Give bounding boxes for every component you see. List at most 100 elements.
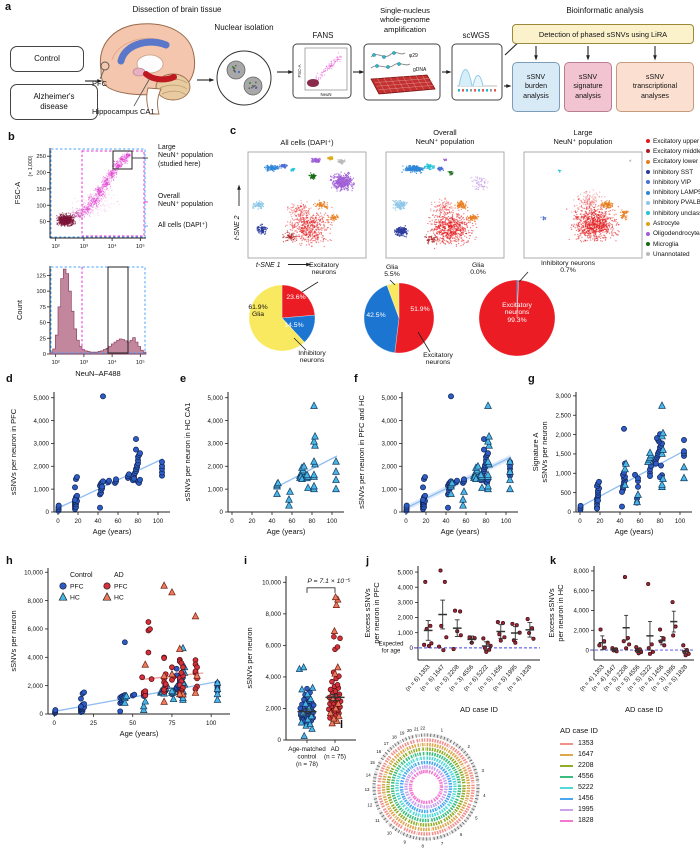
legend-dot-swatch <box>646 190 650 195</box>
ad-case-id-legend-title: AD case ID <box>560 726 598 735</box>
cell-type-legend-item: Inhibitory unclassified <box>646 208 700 218</box>
bioinformatic-title: Bioinformatic analysis <box>566 6 644 15</box>
svg-text:NeuN: NeuN <box>321 92 332 97</box>
panel-g-label: g <box>528 373 535 385</box>
svg-text:10²: 10² <box>51 244 59 250</box>
panel-l-label: l <box>340 719 344 731</box>
cell-type-legend: Excitatory upper Excitatory middle Excitat… <box>646 136 700 260</box>
svg-text:100: 100 <box>36 289 46 295</box>
cell-type-legend-item: Excitatory middle <box>646 146 700 156</box>
ad-case-legend-item: 1456 <box>560 793 598 804</box>
legend-dot-swatch <box>646 159 650 164</box>
hippocampus-label: Hippocampus CA1 <box>92 107 155 116</box>
panel-k-label: k <box>550 555 557 567</box>
panel-i-label: i <box>244 555 248 567</box>
svg-text:10²: 10² <box>51 360 59 366</box>
ad-case-legend-item: 1647 <box>560 749 598 760</box>
svg-text:Count: Count <box>15 299 24 320</box>
alzheimers-box: Alzheimer's disease <box>10 84 98 120</box>
panel-a-label: a <box>5 1 12 13</box>
legend-line-swatch <box>560 786 573 789</box>
cell-type-legend-item: Inhibitory LAMP5 <box>646 187 700 197</box>
cell-composition-pies <box>232 268 700 379</box>
fans-label: FANS <box>312 31 334 40</box>
panel-f-chart: 0 20 40 60 80 100 0 1,000 2,000 3,000 4,000 5,000 Ag… <box>356 378 526 559</box>
gate-label-all-cells: All cells (DAPI⁺) <box>158 222 208 229</box>
circos-plot: 1 2 3 4 5 6 7 8 9 10 11 12 13 14 15 16 17 18 19 20 21 22 <box>352 720 512 856</box>
legend-dot-swatch <box>646 252 650 257</box>
svg-text:250: 250 <box>36 154 46 160</box>
panel-h-label: h <box>6 555 13 567</box>
cell-type-legend-item: Oligodendrocyte/OPC <box>646 229 700 239</box>
pie-label: Inhibitory neurons <box>298 350 326 365</box>
panel-i-chart: 0 2,000 4,000 6,000 8,000 10,000 sSNVs per neu… <box>244 560 362 799</box>
panel-e-chart: 0 20 40 60 80 100 0 1,000 2,000 3,000 4,000 5,000 Ag… <box>182 378 352 559</box>
pie-label: 51.9% <box>410 306 430 313</box>
legend-dot-swatch <box>646 180 650 185</box>
legend-dot-swatch <box>646 211 650 216</box>
pie-label: 61.9% Glia <box>248 304 268 319</box>
pie-label: Excitatory neurons <box>423 352 453 367</box>
scwgs-label: scWGS <box>462 31 490 40</box>
pie-label: Inhibitory neurons 0.7% <box>540 260 596 275</box>
legend-dot-swatch <box>646 200 650 205</box>
svg-text:(× 1,000): (× 1,000) <box>28 155 34 176</box>
cell-type-legend-item: Excitatory lower <box>646 157 700 167</box>
pfc-label: PFC <box>92 79 107 88</box>
legend-dot-swatch <box>646 149 650 154</box>
legend-line-swatch <box>560 764 573 767</box>
pie-label: 42.5% <box>366 312 386 319</box>
cell-type-legend-item: Excitatory upper <box>646 136 700 146</box>
pie-label: 14.5% <box>284 322 304 329</box>
svg-text:50: 50 <box>40 321 46 327</box>
legend-dot-swatch <box>646 170 650 175</box>
ad-case-legend-item: 4556 <box>560 771 598 782</box>
svg-text:10⁵: 10⁵ <box>136 243 145 250</box>
svg-text:FSC-A: FSC-A <box>13 182 22 205</box>
svg-text:75: 75 <box>40 305 46 311</box>
cell-type-legend-item: Inhibitory SST <box>646 167 700 177</box>
tsne-title-2: Overall NeuN⁺ population <box>415 128 475 147</box>
control-box: Control <box>10 46 84 72</box>
gate-label-large: Large NeuN⁺ population (studied here) <box>158 144 213 168</box>
panel-j-chart: 0 1,000 2,000 3,000 4,000 5,000 AD case ID Exce… <box>362 560 546 725</box>
legend-line-swatch <box>560 797 573 800</box>
legend-dot-swatch <box>646 139 650 144</box>
lira-box: Detection of phased sSNVs using LiRA <box>512 24 694 44</box>
cell-type-legend-item: Astrocyte <box>646 218 700 228</box>
svg-text:10⁴: 10⁴ <box>108 359 117 366</box>
svg-text:FSC-A: FSC-A <box>297 64 302 77</box>
cell-type-legend-item: Inhibitory VIP <box>646 177 700 187</box>
gate-label-overall: Overall NeuN⁺ population <box>158 193 213 209</box>
cell-type-legend-item: Microglia <box>646 239 700 249</box>
panel-g-chart: 0 20 40 60 80 100 0 500 1,000 1,500 2,000 2,500 3,00… <box>530 378 700 559</box>
svg-text:10⁵: 10⁵ <box>136 359 145 366</box>
cell-type-legend-item: Unannotated <box>646 249 700 259</box>
svg-text:150: 150 <box>36 187 46 193</box>
panel-d-label: d <box>6 373 13 385</box>
panel-h-chart: 0 25 50 75 100 0 2,000 4,000 6,000 8,000 10,000 Age… <box>8 560 242 755</box>
legend-line-swatch <box>560 819 573 822</box>
ad-case-legend-item: 5222 <box>560 782 598 793</box>
signature-analysis-box: sSNV signature analysis <box>564 62 612 112</box>
pie-label: Excitatory neurons 99.3% <box>502 302 532 324</box>
svg-text:0: 0 <box>43 352 46 358</box>
tsne-title-3: Large NeuN⁺ population <box>553 128 613 147</box>
legend-line-swatch <box>560 808 573 811</box>
dissection-label: Dissection of brain tissue <box>132 5 222 14</box>
panel-c-label: c <box>230 125 237 137</box>
svg-text:gDNA: gDNA <box>413 67 427 73</box>
pie-label: Excitatory neurons <box>309 262 339 277</box>
legend-dot-swatch <box>646 231 650 236</box>
ad-case-legend-item: 2208 <box>560 760 598 771</box>
burden-analysis-box: sSNV burden analysis <box>512 62 560 112</box>
panel-k-chart: 0 2,000 4,000 6,000 8,000 AD case ID Excess sS… <box>546 560 700 725</box>
svg-text:NeuN–AF488: NeuN–AF488 <box>75 369 120 376</box>
tsne-title-1: All cells (DAPI⁺) <box>280 138 334 147</box>
panel-c: All cells (DAPI⁺) Overall NeuN⁺ populati… <box>232 128 700 376</box>
svg-text:100: 100 <box>36 203 46 209</box>
ad-case-id-legend: AD case ID 1353 1647 2208 4556 5222 1456 1995 18… <box>560 726 598 826</box>
ad-case-legend-item: 1828 <box>560 815 598 826</box>
panel-j-label: j <box>366 555 370 567</box>
